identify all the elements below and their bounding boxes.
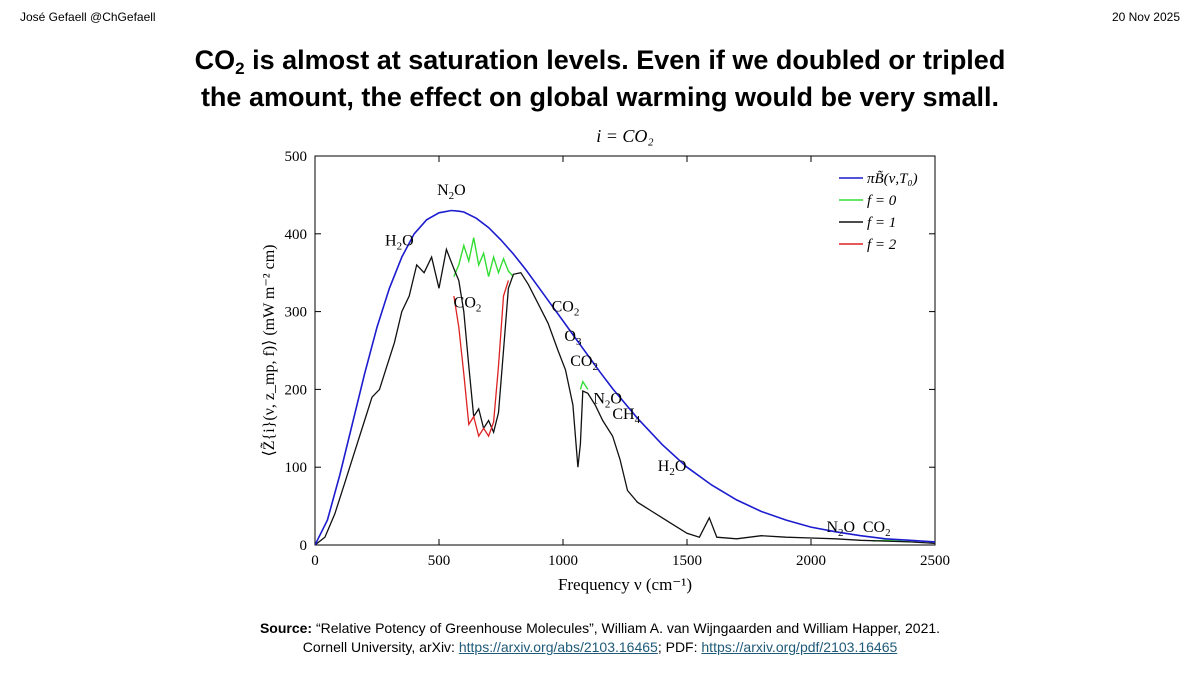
source-line-1: Source: “Relative Potency of Greenhouse … (0, 619, 1200, 638)
series-f0-line (453, 237, 514, 278)
legend-label: f = 1 (867, 215, 896, 231)
x-tick-label: 1000 (548, 553, 578, 569)
molecule-annotation: CH4 (612, 406, 640, 426)
headline-sub: 2 (235, 59, 245, 78)
source-note: Source: “Relative Potency of Greenhouse … (0, 619, 1200, 657)
y-axis-label: ⟨Z̃{i}(ν, z_mp, f)⟩ (mW m⁻² cm) (260, 245, 278, 457)
series-f1-line (315, 247, 935, 545)
date-label: 20 Nov 2025 (1111, 10, 1180, 24)
headline-line-1: CO2 is almost at saturation levels. Even… (0, 42, 1200, 79)
emission-spectrum-chart: i = CO₂ 0 500 1000 1500 2000 2500 0 100 200 300 400… (260, 126, 950, 594)
series-f2-line (453, 280, 510, 438)
molecule-annotation: H2O (658, 458, 687, 478)
x-axis-label: Frequency ν (cm⁻¹) (558, 575, 692, 594)
y-tick-label: 100 (285, 460, 308, 476)
source-citation: “Relative Potency of Greenhouse Molecule… (312, 620, 941, 636)
headline-rest: is almost at saturation levels. Even if … (244, 45, 1006, 75)
source-label: Source: (259, 620, 313, 636)
y-tick-label: 500 (285, 149, 308, 165)
headline-line-2: the amount, the effect on global warming… (200, 82, 1000, 112)
author-handle: José Gefaell @ChGefaell (20, 10, 156, 24)
molecule-annotation: CO2 (552, 299, 580, 319)
molecule-annotation: CO2 (570, 353, 598, 373)
series-planck-line (315, 209, 935, 545)
headline-co: CO (194, 45, 236, 75)
arxiv-abs-link[interactable]: https://arxiv.org/abs/2103.16465 (458, 639, 658, 655)
plot-frame (314, 155, 936, 546)
y-tick-label: 200 (285, 382, 308, 398)
y-tick-label: 300 (285, 305, 308, 321)
arxiv-pdf-link[interactable]: https://arxiv.org/pdf/2103.16465 (701, 639, 898, 655)
molecule-annotation: N2O (437, 182, 466, 202)
x-tick-label: 2500 (920, 553, 950, 569)
molecule-annotation: N2O (593, 390, 622, 410)
series-f0-line (579, 379, 589, 390)
legend-label: f = 2 (867, 237, 897, 253)
molecule-annotation: CO2 (863, 519, 891, 539)
molecule-annotation: H2O (385, 232, 414, 252)
headline: CO2 is almost at saturation levels. Even… (0, 42, 1200, 116)
x-tick-label: 2000 (796, 553, 826, 569)
legend-label: f = 0 (867, 193, 897, 209)
legend-label: πB̃(ν,T₀) (867, 171, 918, 187)
pdf-prefix: ; PDF: (657, 639, 702, 655)
molecule-annotation: CO2 (454, 295, 482, 315)
source-arxiv-prefix: Cornell University, arXiv: (302, 639, 459, 655)
x-tick-label: 500 (428, 553, 451, 569)
molecule-annotation: O3 (564, 328, 582, 348)
y-tick-label: 0 (300, 538, 308, 554)
x-tick-label: 0 (311, 553, 319, 569)
chart-title: i = CO₂ (596, 126, 653, 146)
molecule-annotation: N2O (826, 519, 855, 539)
x-tick-label: 1500 (672, 553, 702, 569)
source-line-2: Cornell University, arXiv: https://arxiv… (0, 638, 1200, 657)
y-tick-label: 400 (285, 227, 308, 243)
